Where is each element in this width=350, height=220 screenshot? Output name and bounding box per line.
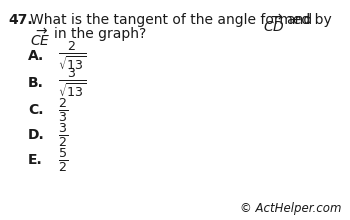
- Text: © ActHelper.com: © ActHelper.com: [240, 202, 342, 215]
- Text: and: and: [286, 13, 312, 27]
- Text: B.: B.: [28, 76, 44, 90]
- Text: 47.: 47.: [8, 13, 33, 27]
- Text: $\frac{3}{\sqrt{13}}$: $\frac{3}{\sqrt{13}}$: [58, 67, 86, 99]
- Text: E.: E.: [28, 153, 43, 167]
- Text: $\frac{3}{2}$: $\frac{3}{2}$: [58, 121, 68, 149]
- Text: What is the tangent of the angle formed by: What is the tangent of the angle formed …: [30, 13, 332, 27]
- Text: $\overrightarrow{CD}$: $\overrightarrow{CD}$: [263, 13, 285, 35]
- Text: $\frac{2}{\sqrt{13}}$: $\frac{2}{\sqrt{13}}$: [58, 40, 86, 72]
- Text: $\overrightarrow{CE}$: $\overrightarrow{CE}$: [30, 27, 50, 49]
- Text: A.: A.: [28, 49, 44, 63]
- Text: D.: D.: [28, 128, 45, 142]
- Text: in the graph?: in the graph?: [54, 27, 146, 41]
- Text: $\frac{5}{2}$: $\frac{5}{2}$: [58, 146, 68, 174]
- Text: $\frac{2}{3}$: $\frac{2}{3}$: [58, 96, 68, 124]
- Text: C.: C.: [28, 103, 43, 117]
